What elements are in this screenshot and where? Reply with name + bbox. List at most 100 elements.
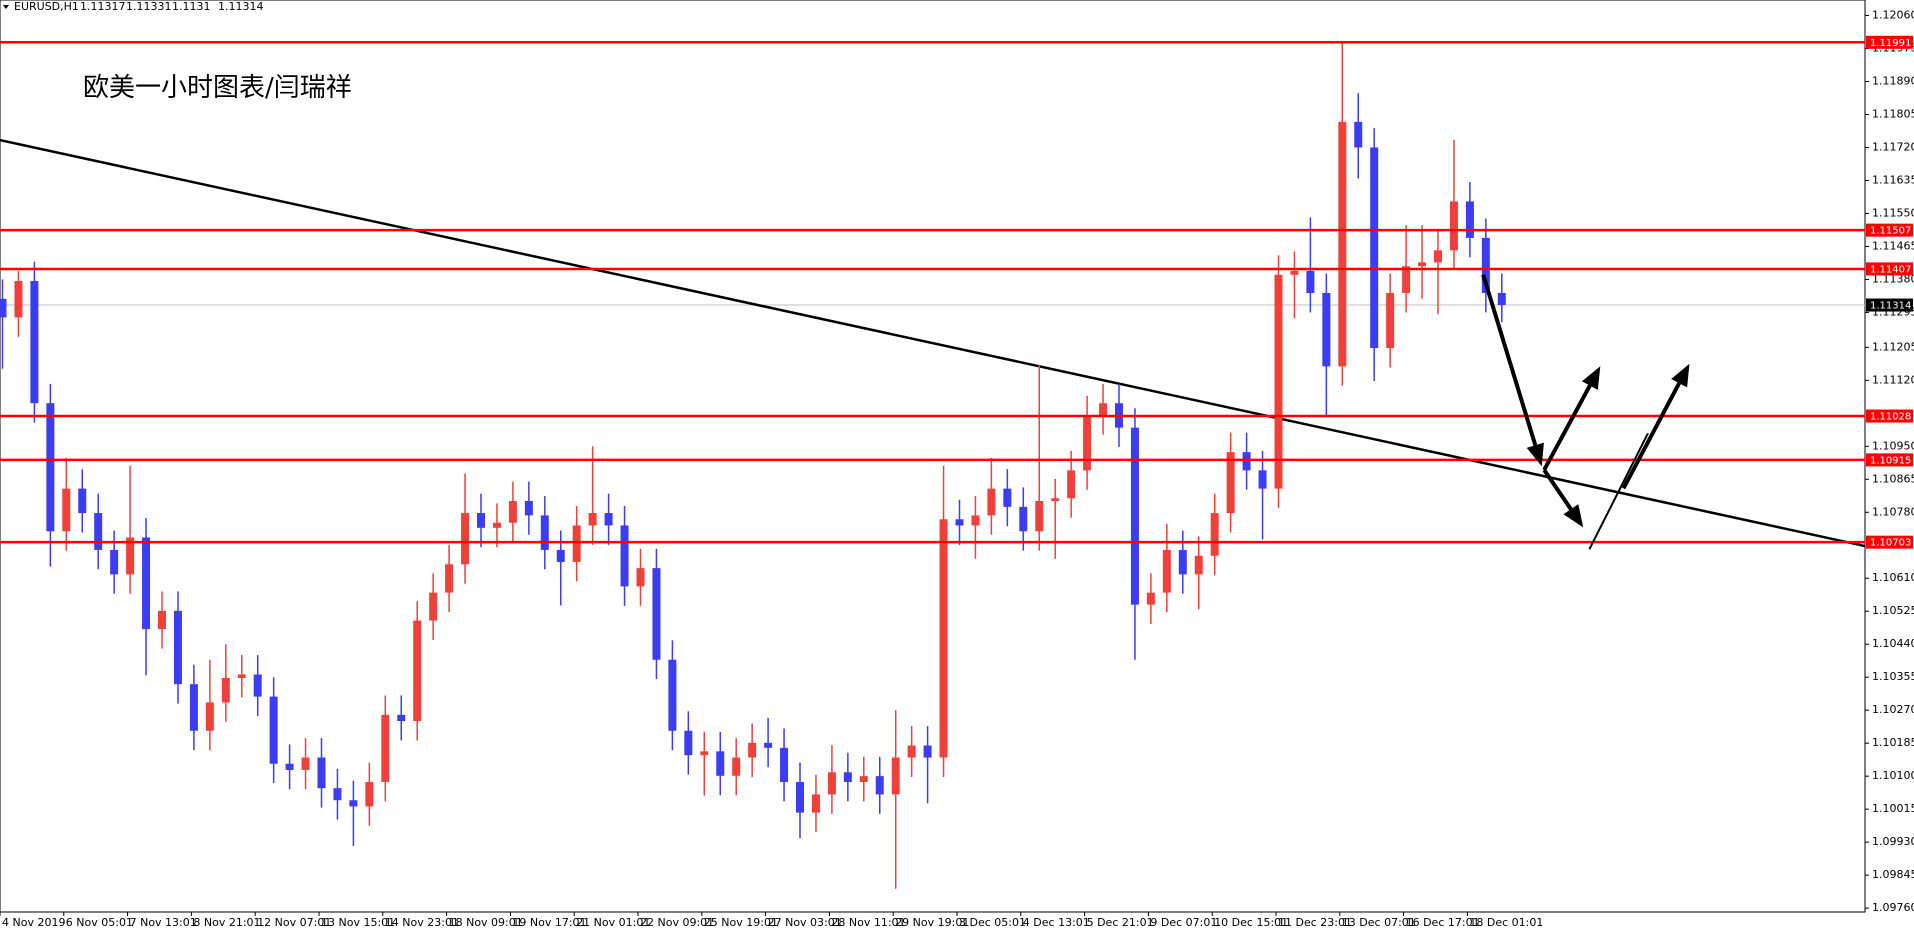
candle-body xyxy=(0,298,7,318)
y-tick-label: 1.10610 xyxy=(1872,571,1914,584)
candle-body xyxy=(158,610,166,630)
arrow-head xyxy=(1671,363,1690,388)
x-tick-label: 5 Dec 21:01 xyxy=(1087,916,1154,929)
arrow-head xyxy=(1581,366,1601,390)
candle-body xyxy=(94,513,103,550)
header-quote: 1.11314 xyxy=(218,0,264,13)
candle-body xyxy=(764,742,773,748)
candle-body xyxy=(429,592,438,621)
y-tick-label: 1.10185 xyxy=(1872,736,1914,749)
candle-body xyxy=(477,513,485,528)
candle-body xyxy=(732,757,741,776)
candle-body xyxy=(588,513,597,526)
candle-body xyxy=(126,537,135,575)
candle-body xyxy=(1290,270,1299,275)
current-price-box xyxy=(1866,298,1913,312)
level-label: 1.11507 xyxy=(1870,226,1911,237)
y-tick-label: 1.11120 xyxy=(1872,373,1914,386)
level-label: 1.11991 xyxy=(1870,38,1911,49)
arrow-tail xyxy=(1588,432,1649,550)
header-icon xyxy=(3,5,9,9)
candle-body xyxy=(524,501,533,516)
candle-body xyxy=(1481,237,1490,294)
y-tick-label: 1.10100 xyxy=(1872,769,1914,782)
y-tick-label: 1.12060 xyxy=(1872,9,1914,22)
candle-body xyxy=(875,776,884,795)
y-tick-label: 1.10865 xyxy=(1872,472,1914,485)
y-tick-label: 1.11380 xyxy=(1872,272,1914,285)
x-tick-label: 4 Nov 2019 xyxy=(2,916,65,929)
candle-body xyxy=(971,515,980,526)
header-quote: 1.11317 xyxy=(80,0,126,13)
level-label-box xyxy=(1866,223,1913,237)
candle-body xyxy=(1322,293,1331,367)
candle-body xyxy=(445,564,454,593)
candle-body xyxy=(1067,470,1076,499)
candle-body xyxy=(604,513,613,526)
y-tick-label: 1.10440 xyxy=(1872,637,1914,650)
level-label-box xyxy=(1866,453,1913,467)
candle-body xyxy=(46,403,55,532)
y-tick-label: 1.10525 xyxy=(1872,604,1914,617)
candle-body xyxy=(492,522,501,528)
x-tick-label: 12 Nov 07:01 xyxy=(257,916,331,929)
x-tick-label: 13 Nov 15:01 xyxy=(321,916,395,929)
candle-body xyxy=(1226,452,1235,514)
header-quote: 1.1131 xyxy=(172,0,211,13)
candle-body xyxy=(859,776,868,782)
y-tick-label: 1.09845 xyxy=(1872,868,1914,881)
candle-body xyxy=(397,714,406,722)
x-tick-label: 29 Nov 19:01 xyxy=(895,916,969,929)
candle-body xyxy=(827,772,836,795)
candle-body xyxy=(907,745,916,758)
candle-body xyxy=(1083,415,1092,471)
candle-body xyxy=(1003,488,1012,507)
candle-body xyxy=(1370,147,1379,349)
y-tick-label: 1.11465 xyxy=(1872,239,1914,252)
annotation: 欧美一小时图表/闫瑞祥 xyxy=(83,73,352,103)
y-tick-label: 1.10270 xyxy=(1872,703,1914,716)
candle-body xyxy=(1434,250,1442,263)
candle-body xyxy=(1402,266,1411,294)
candle-body xyxy=(173,610,182,685)
y-tick-label: 1.10780 xyxy=(1872,505,1914,518)
x-tick-label: 28 Nov 11:01 xyxy=(831,916,905,929)
level-label-box xyxy=(1866,535,1913,549)
candle-body xyxy=(955,519,964,526)
candle-body xyxy=(142,537,151,630)
candle-body xyxy=(461,513,470,565)
arrow-shaft xyxy=(1481,274,1538,446)
trendline xyxy=(0,138,1866,548)
symbol: EURUSD,H1 xyxy=(14,0,79,13)
x-tick-label: 18 Dec 01:01 xyxy=(1469,916,1543,929)
y-tick-label: 1.11720 xyxy=(1872,140,1914,153)
x-tick-label: 21 Nov 01:01 xyxy=(576,916,650,929)
level-label-box xyxy=(1866,35,1913,49)
candle-body xyxy=(508,501,517,523)
candle-body xyxy=(748,742,757,758)
current-price-label: 1.11314 xyxy=(1870,301,1911,312)
y-tick-label: 1.11635 xyxy=(1872,173,1914,186)
candle-body xyxy=(796,781,804,813)
x-tick-label: 7 Nov 13:01 xyxy=(130,916,197,929)
candle-body xyxy=(1497,293,1506,306)
candle-body xyxy=(269,696,278,764)
candle-body xyxy=(636,568,645,587)
candle-body xyxy=(1146,592,1155,605)
candle-body xyxy=(365,781,374,807)
candle-body xyxy=(987,488,996,516)
candle-body xyxy=(349,800,358,807)
x-tick-label: 18 Nov 09:01 xyxy=(449,916,523,929)
candle-body xyxy=(1242,452,1251,471)
level-label: 1.11028 xyxy=(1870,412,1911,423)
candle-body xyxy=(1130,427,1139,605)
header-quote: 1.11331 xyxy=(126,0,172,13)
candle-body xyxy=(333,788,342,801)
candle-body xyxy=(189,684,198,731)
candle-body xyxy=(1386,293,1395,349)
y-tick-label: 1.11550 xyxy=(1872,206,1914,219)
candle-body xyxy=(110,549,119,575)
candle-body xyxy=(780,747,789,782)
candle-body xyxy=(1258,470,1267,489)
